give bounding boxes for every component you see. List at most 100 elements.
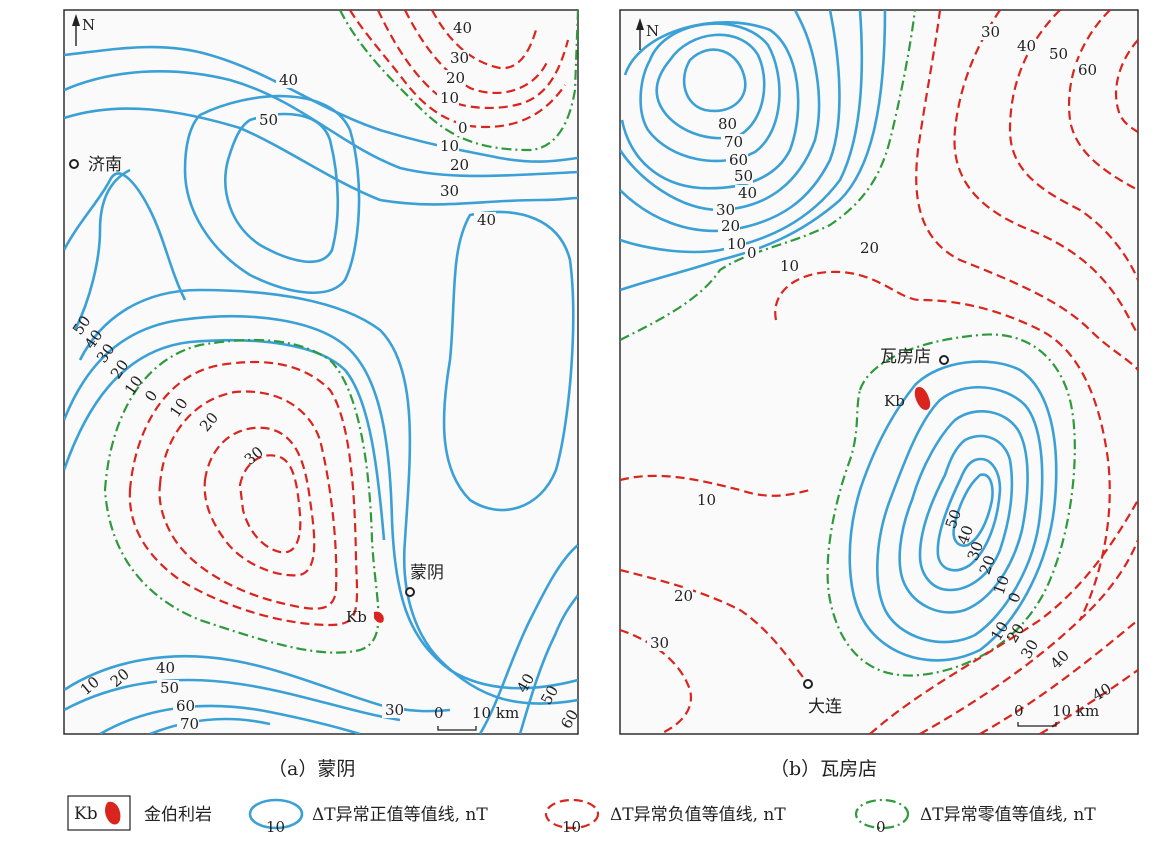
contour-label: 50 bbox=[734, 167, 753, 185]
pos-contour-b-70 bbox=[655, 33, 766, 140]
contour-label: 50 bbox=[942, 507, 965, 531]
contour-label: 30 bbox=[440, 182, 459, 200]
contour-label: 30 bbox=[964, 539, 987, 563]
legend-neg-text: ΔT异常负值等值线, nT bbox=[610, 805, 786, 825]
scale-start-a: 0 bbox=[434, 704, 444, 722]
contour-label: 60 bbox=[176, 697, 195, 715]
scale-end-a: 10 km bbox=[472, 704, 519, 722]
pos-contour-a-se2 bbox=[518, 594, 578, 734]
contour-label: 70 bbox=[724, 133, 743, 151]
neg-contour-a5 bbox=[128, 360, 359, 627]
panel-b-north-arrow: N bbox=[636, 18, 659, 50]
scale-end-b: 10 km bbox=[1052, 702, 1099, 720]
legend-pos-text: ΔT异常正值等值线, nT bbox=[312, 805, 488, 825]
contour-label: 30 bbox=[716, 201, 735, 219]
contour-label: 10 bbox=[440, 137, 459, 155]
panel-b-map: N 瓦房店 大连 Kb 80 70 60 50 40 30 20 10 0 30… bbox=[619, 9, 1139, 735]
neg-contour-b10 bbox=[869, 499, 1138, 734]
pos-contour-b-80 bbox=[682, 48, 747, 113]
pos-contour-b-c30 bbox=[898, 410, 1029, 614]
neg-contour-b8 bbox=[620, 568, 806, 681]
neg-contour-a8 bbox=[238, 454, 302, 554]
north-label-b: N bbox=[646, 22, 659, 40]
kb-label-b: Kb bbox=[884, 392, 905, 410]
contour-label: 70 bbox=[180, 715, 199, 733]
panel-b-frame bbox=[619, 9, 1139, 735]
legend: Kb 金伯利岩 10 ΔT异常正值等值线, nT 10 ΔT异常负值等值线, n… bbox=[67, 795, 1096, 836]
caption-a: （a）蒙阴 bbox=[268, 758, 355, 780]
city-marker-mengyin bbox=[405, 587, 415, 597]
legend-zero-value: 0 bbox=[876, 818, 886, 836]
pos-contour-b-30 bbox=[620, 10, 841, 233]
scale-start-b: 0 bbox=[1014, 702, 1024, 720]
legend-zero-icon bbox=[854, 798, 910, 830]
neg-contour-b7 bbox=[620, 474, 811, 497]
legend-kb-text: 金伯利岩 bbox=[144, 805, 212, 825]
contour-label: 50 bbox=[1049, 45, 1068, 63]
pos-contour-b-20 bbox=[620, 10, 864, 254]
pos-contour-b-10 bbox=[620, 10, 887, 292]
pos-contour-b-c60 bbox=[952, 473, 994, 547]
neg-contour-a1 bbox=[349, 10, 566, 129]
contour-label: 20 bbox=[976, 553, 999, 577]
contour-label: 80 bbox=[718, 115, 737, 133]
pos-contour-a-s1 bbox=[64, 655, 451, 713]
city-label-wafangdian: 瓦房店 bbox=[880, 347, 931, 367]
neg-contour-b1 bbox=[915, 10, 1138, 371]
scale-bar-a: 0 10 km bbox=[434, 704, 519, 731]
panel-a-map: N 济南 蒙阴 Kb 40 30 20 10 0 10 20 30 40 50 … bbox=[63, 9, 582, 735]
contour-label: 60 bbox=[729, 151, 748, 169]
contour-label: 10 bbox=[697, 491, 716, 509]
caption-b: （b）瓦房店 bbox=[770, 758, 877, 780]
legend-pos-value: 10 bbox=[266, 818, 285, 836]
neg-contour-b11 bbox=[919, 539, 1138, 734]
north-label-a: N bbox=[82, 16, 95, 34]
contour-label: 20 bbox=[721, 217, 740, 235]
neg-contour-b4 bbox=[1068, 10, 1138, 191]
city-label-jinan: 济南 bbox=[88, 155, 122, 175]
neg-contour-b9 bbox=[620, 628, 693, 734]
neg-contour-a6 bbox=[158, 390, 338, 610]
contour-label: 40 bbox=[477, 211, 496, 229]
pos-contour-a-s3 bbox=[99, 704, 361, 734]
pos-contour-a-e40 bbox=[442, 210, 575, 512]
contour-label: 40 bbox=[954, 523, 977, 547]
contour-label: 20 bbox=[450, 156, 469, 174]
legend-zero-text: ΔT异常零值等值线, nT bbox=[920, 805, 1096, 825]
contour-label: 30 bbox=[450, 49, 469, 67]
pos-contour-b-60 bbox=[639, 22, 781, 163]
contour-label: 40 bbox=[156, 659, 175, 677]
scale-bar-b: 0 10 km bbox=[1014, 702, 1099, 727]
pos-contour-a-w1 bbox=[64, 172, 187, 301]
city-marker-dalian bbox=[803, 679, 813, 689]
pos-contour-a-s2 bbox=[64, 678, 401, 722]
contour-label: 30 bbox=[385, 701, 404, 719]
city-marker-jinan bbox=[69, 159, 79, 169]
neg-contour-a3 bbox=[404, 10, 550, 95]
contour-label: 30 bbox=[981, 23, 1000, 41]
pos-contour-a-c3 bbox=[64, 338, 386, 541]
pos-contour-a-w2 bbox=[73, 168, 131, 331]
panel-a-north-arrow: N bbox=[72, 14, 95, 46]
legend-negative-icon bbox=[544, 798, 600, 830]
legend-neg-value: 10 bbox=[562, 818, 581, 836]
pos-contour-a-se1 bbox=[478, 544, 578, 734]
contour-label: 10 bbox=[780, 257, 799, 275]
contour-label: 50 bbox=[259, 111, 278, 129]
contour-label: 0 bbox=[747, 244, 757, 262]
contour-label: 40 bbox=[738, 184, 757, 202]
pos-contour-b-c50 bbox=[936, 457, 1002, 572]
contour-label: 40 bbox=[1017, 37, 1036, 55]
kb-label-a: Kb bbox=[346, 608, 367, 626]
contour-label: 40 bbox=[279, 71, 298, 89]
neg-contour-a4 bbox=[431, 10, 538, 70]
contour-label: 60 bbox=[1078, 61, 1097, 79]
contour-labels-b: 80 70 60 50 40 30 20 10 0 30 40 50 60 10… bbox=[647, 23, 1115, 705]
pos-contour-a-ne1 bbox=[64, 45, 578, 163]
pos-contour-a-40 bbox=[183, 94, 361, 295]
legend-positive-icon bbox=[248, 798, 304, 830]
kimberlite-marker-b bbox=[914, 386, 931, 410]
panel-a-frame bbox=[63, 9, 579, 735]
contour-label: 30 bbox=[650, 634, 669, 652]
